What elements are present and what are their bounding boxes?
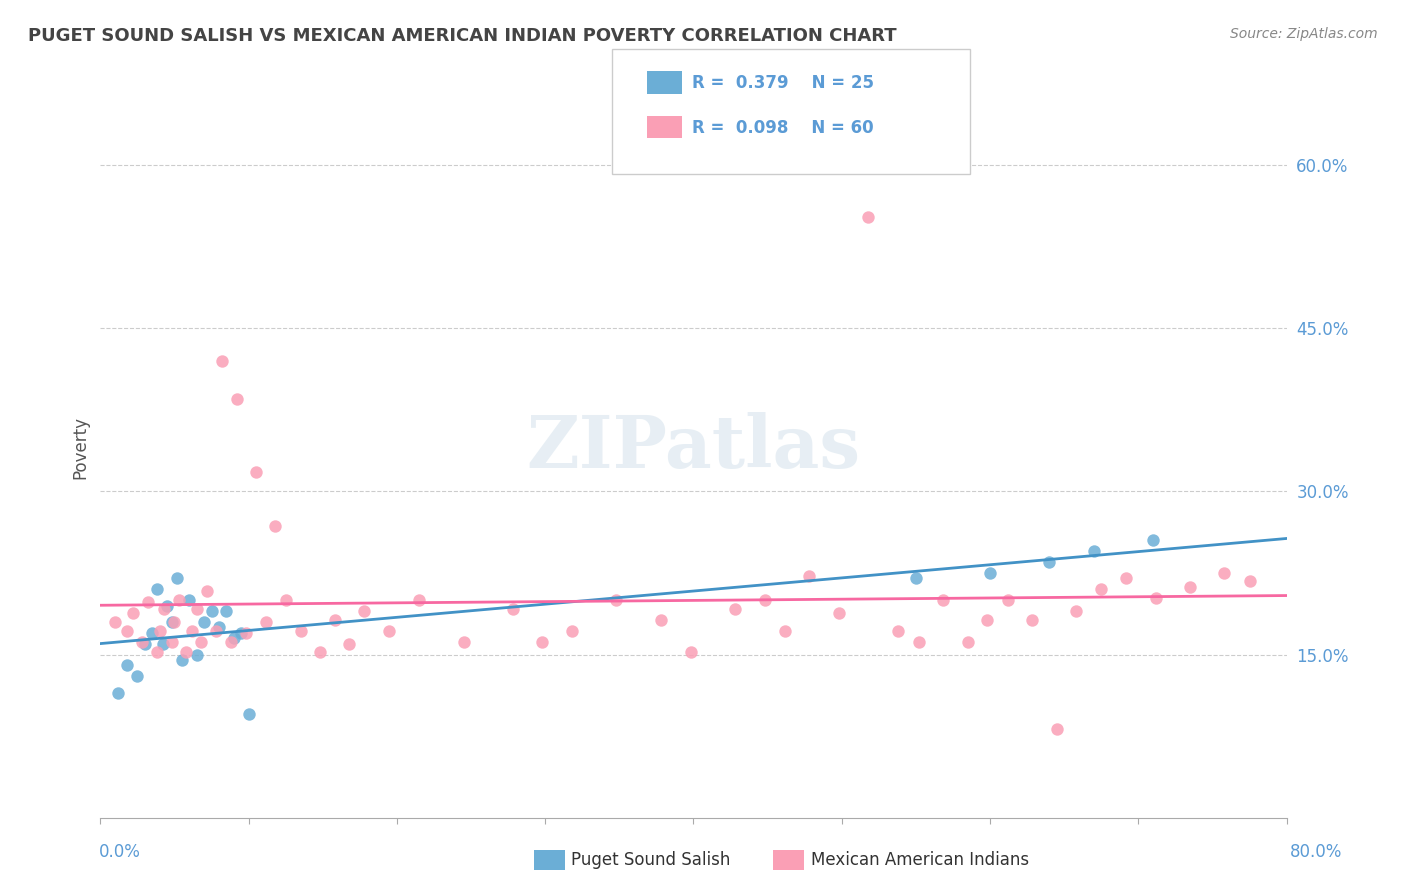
Y-axis label: Poverty: Poverty: [72, 417, 89, 479]
Point: [531, 634, 554, 648]
Point: [1046, 722, 1069, 736]
Point: [254, 615, 277, 629]
Point: [353, 604, 375, 618]
Point: [561, 624, 583, 638]
Point: [186, 602, 208, 616]
Point: [190, 634, 212, 648]
Point: [1038, 555, 1060, 569]
Point: [1115, 571, 1137, 585]
Point: [238, 707, 260, 722]
Point: [274, 593, 297, 607]
Point: [1213, 566, 1236, 580]
Text: Puget Sound Salish: Puget Sound Salish: [571, 851, 730, 869]
Point: [378, 624, 401, 638]
Point: [908, 634, 931, 648]
Point: [122, 606, 145, 620]
Point: [1090, 582, 1112, 597]
Text: PUGET SOUND SALISH VS MEXICAN AMERICAN INDIAN POVERTY CORRELATION CHART: PUGET SOUND SALISH VS MEXICAN AMERICAN I…: [28, 27, 897, 45]
Point: [167, 593, 190, 607]
Point: [215, 604, 238, 618]
Point: [179, 593, 201, 607]
Point: [679, 645, 702, 659]
Point: [408, 593, 430, 607]
Point: [1180, 580, 1202, 594]
Point: [1239, 574, 1261, 588]
Text: R =  0.379    N = 25: R = 0.379 N = 25: [692, 74, 873, 92]
Point: [979, 566, 1001, 580]
Point: [208, 620, 231, 634]
Point: [205, 624, 228, 638]
Point: [156, 599, 179, 613]
Point: [231, 625, 253, 640]
Point: [160, 615, 183, 629]
Point: [1144, 591, 1167, 605]
Point: [931, 593, 953, 607]
Point: [222, 632, 245, 646]
Point: [308, 645, 330, 659]
Text: Source: ZipAtlas.com: Source: ZipAtlas.com: [1230, 27, 1378, 41]
Point: [153, 602, 176, 616]
Point: [956, 634, 979, 648]
Point: [145, 645, 167, 659]
Text: 80.0%: 80.0%: [1291, 843, 1343, 861]
Point: [323, 613, 346, 627]
Point: [149, 624, 172, 638]
Point: [219, 634, 242, 648]
Point: [134, 637, 156, 651]
Text: ZIPatlas: ZIPatlas: [526, 412, 860, 483]
Point: [976, 613, 998, 627]
Point: [166, 571, 188, 585]
Point: [225, 392, 247, 406]
Point: [176, 645, 198, 659]
Point: [290, 624, 312, 638]
Point: [887, 624, 910, 638]
Point: [163, 615, 186, 629]
Point: [104, 615, 127, 629]
Point: [754, 593, 776, 607]
Point: [145, 582, 167, 597]
Point: [127, 669, 149, 683]
Point: [152, 637, 174, 651]
Point: [997, 593, 1019, 607]
Text: R =  0.098    N = 60: R = 0.098 N = 60: [692, 119, 873, 136]
Point: [264, 519, 287, 533]
Text: 0.0%: 0.0%: [98, 843, 141, 861]
Point: [170, 653, 193, 667]
Point: [107, 686, 129, 700]
Point: [453, 634, 475, 648]
Point: [904, 571, 927, 585]
Point: [1021, 613, 1043, 627]
Point: [724, 602, 747, 616]
Text: Mexican American Indians: Mexican American Indians: [811, 851, 1029, 869]
Point: [1142, 533, 1164, 548]
Point: [181, 624, 204, 638]
Point: [650, 613, 672, 627]
Point: [797, 569, 820, 583]
Point: [195, 584, 218, 599]
Point: [1064, 604, 1087, 618]
Point: [858, 210, 880, 224]
Point: [235, 625, 257, 640]
Point: [605, 593, 627, 607]
Point: [115, 624, 138, 638]
Point: [200, 604, 222, 618]
Point: [211, 353, 233, 368]
Point: [1083, 544, 1105, 558]
Point: [186, 648, 208, 662]
Point: [775, 624, 797, 638]
Point: [828, 606, 851, 620]
Point: [131, 634, 153, 648]
Point: [136, 595, 159, 609]
Point: [193, 615, 215, 629]
Point: [141, 625, 163, 640]
Point: [502, 602, 524, 616]
Point: [245, 465, 267, 479]
Point: [339, 637, 361, 651]
Point: [115, 658, 138, 673]
Point: [160, 634, 183, 648]
